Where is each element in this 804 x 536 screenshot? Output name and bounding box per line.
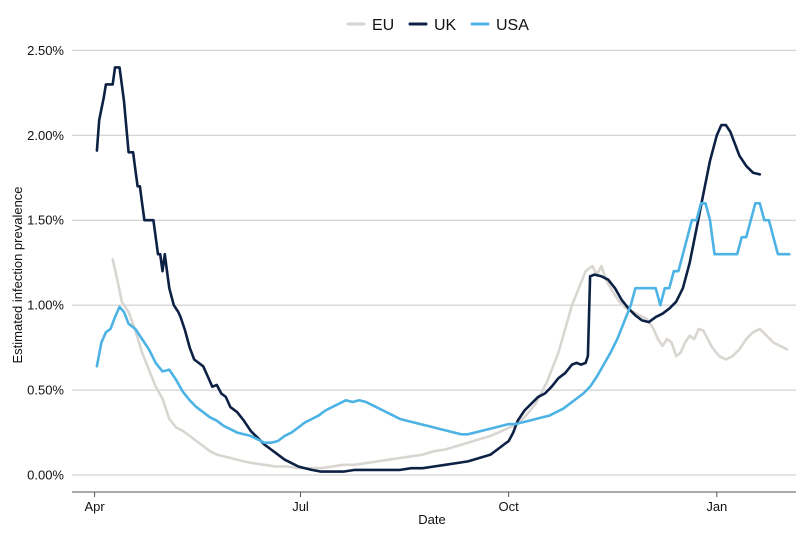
- x-tick-label: Jul: [292, 499, 309, 514]
- legend-label-uk: UK: [434, 17, 457, 34]
- legend-label-usa: USA: [496, 17, 529, 34]
- series-line-eu: [111, 258, 789, 470]
- series-lines: [95, 66, 791, 473]
- y-tick-label: 0.00%: [27, 468, 64, 483]
- y-axis-title: Estimated infection prevalence: [10, 186, 25, 363]
- series-line-uk: [95, 66, 762, 473]
- y-tick-label: 2.00%: [27, 128, 64, 143]
- x-axis-title: Date: [418, 512, 445, 527]
- y-tick-label: 2.50%: [27, 43, 64, 58]
- y-tick-label: 1.50%: [27, 213, 64, 228]
- series-line-usa: [95, 202, 791, 444]
- x-tick-label: Jan: [706, 499, 727, 514]
- y-tick-label: 1.00%: [27, 298, 64, 313]
- legend-label-eu: EU: [372, 17, 394, 34]
- x-tick-labels: Apr Jul Oct Jan: [85, 492, 727, 514]
- x-tick-label: Oct: [499, 499, 520, 514]
- gridlines: [72, 49, 796, 476]
- legend: EU UK USA: [346, 17, 529, 34]
- y-tick-label: 0.50%: [27, 383, 64, 398]
- y-tick-labels: 0.00% 0.50% 1.00% 1.50% 2.00% 2.50%: [27, 43, 64, 483]
- x-tick-label: Apr: [85, 499, 106, 514]
